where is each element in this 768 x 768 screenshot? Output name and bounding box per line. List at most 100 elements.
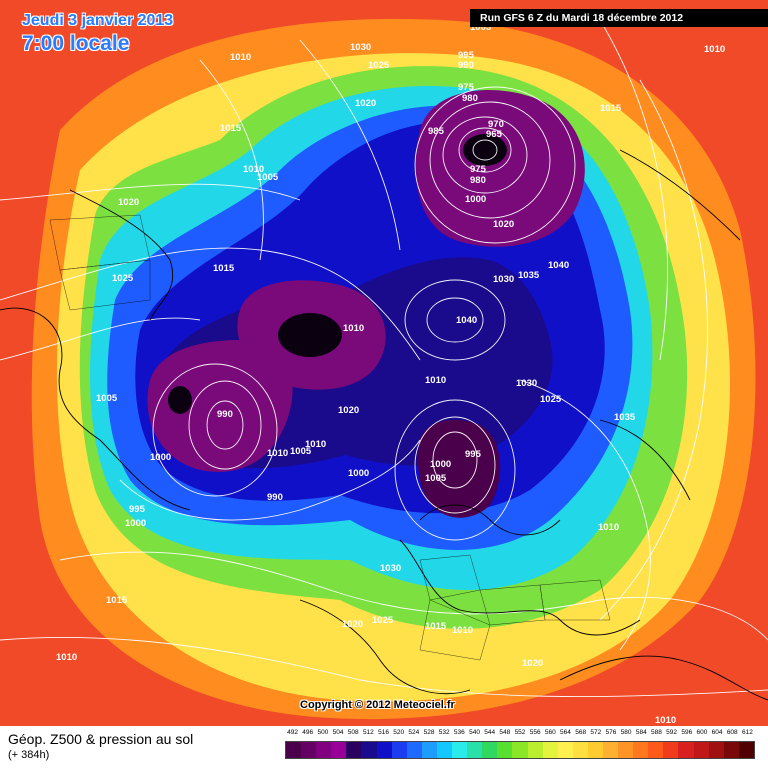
legend-value: 520 [393,729,405,736]
legend-value: 596 [681,729,693,736]
isobar-label: 1020 [338,405,359,416]
isobar-label: 1040 [456,315,477,326]
legend-swatch [633,742,649,758]
isobar-label: 1025 [368,60,390,71]
legend-swatch [678,742,694,758]
isobar-label: 1005 [257,172,279,183]
legend-swatch [346,742,362,758]
isobar-label: 1010 [56,652,77,663]
legend-swatch [708,742,724,758]
isobar-label: 1010 [598,522,619,533]
isobar-label: 1010 [243,164,264,175]
isobar-label: 1010 [655,715,676,726]
field-title: Géop. Z500 & pression au sol [8,731,194,747]
legend-swatch [406,742,422,758]
borders [49,214,611,661]
isobar-label: 1000 [465,194,486,205]
isobar-label: 1000 [150,452,171,463]
legend-value: 604 [711,729,723,736]
isobar-label: 995 [129,504,146,515]
isobar-label: 1005 [96,393,118,404]
legend-swatch [542,742,558,758]
footer-panel: Géop. Z500 & pression au sol (+ 384h) 49… [0,726,768,768]
isobar-label: 1005 [470,22,492,33]
z500-core-west [168,386,192,414]
legend-swatch [602,742,619,758]
legend-swatch [648,742,664,758]
legend-swatch [497,742,513,758]
legend-value: 532 [438,729,450,736]
isobar-label: 1020 [522,658,543,669]
isobar-label: 1015 [106,595,128,606]
isobar-label: 1010 [425,375,446,386]
isobar-label: 1005 [290,446,312,457]
color-scale-legend: 492 496 500 504 508 512 516 520 524 528 532 536 540 5… [285,729,755,765]
legend-swatch [391,742,407,758]
isobar-label: 1035 [614,412,636,423]
legend-value: 608 [726,729,738,736]
z500-low-purple-east [418,420,501,518]
legend-value: 552 [514,729,526,736]
isobar-label: 975 [470,164,487,175]
isobar-label: 990 [458,60,474,71]
legend-swatch [482,742,498,758]
isobar-label: 980 [470,175,486,186]
legend-swatch [738,742,754,758]
isobar-label: 1025 [112,273,134,284]
legend-value: 512 [362,729,374,736]
isobar-label: 1010 [267,448,288,459]
isobar-label: 1030 [516,378,537,389]
legend-value: 496 [302,729,314,736]
isobar-label: 975 [458,82,475,93]
model-run-label: Run GFS 6 Z du Mardi 18 décembre 2012 [470,9,768,27]
isobar-label: 1025 [372,615,394,626]
lead-time: (+ 384h) [8,749,50,761]
isobar-label: 980 [462,93,478,104]
isobar-label: 1000 [348,468,369,479]
legend-value: 572 [590,729,602,736]
isobar-label: 1030 [380,563,401,574]
legend-value: 576 [605,729,617,736]
isobar-label: 1010 [230,52,251,63]
legend-value: 524 [408,729,420,736]
isobar-label: 995 [458,50,475,61]
legend-swatch [693,742,709,758]
legend-swatch [663,742,679,758]
legend-swatch [557,742,573,758]
coastlines [0,149,768,701]
isobar-label: 1020 [118,197,139,208]
isobar-label: 1015 [220,123,242,134]
legend-value: 564 [560,729,571,736]
legend-swatch [316,742,332,758]
isobar-label: 1020 [342,619,363,630]
legend-swatch [436,742,453,758]
isobar-label: 1040 [548,260,569,271]
legend-value: 560 [544,729,556,736]
legend-swatch [421,742,437,758]
isobar-label: 1015 [213,263,235,274]
legend-value: 580 [620,729,632,736]
legend-value: 592 [666,729,678,736]
legend-swatch [723,742,739,758]
isobar-label: 1030 [493,274,514,285]
legend-value: 556 [529,729,541,736]
legend-swatch [376,742,392,758]
legend-swatch [286,742,302,758]
legend-value: 612 [741,729,753,736]
legend-value: 500 [317,729,329,736]
isobar-labels: 1005103099599010101025975980102098597096… [56,22,725,726]
legend-value: 568 [575,729,587,736]
legend-value: 516 [378,729,389,736]
isobar-label: 1010 [452,625,473,636]
isobar-label: 1010 [343,323,364,334]
legend-color-bar [285,741,755,759]
geopotential-map: 1005103099599010101025975980102098597096… [0,0,768,726]
legend-swatch [512,742,528,758]
legend-swatch [587,742,603,758]
z500-core-central [278,313,342,357]
legend-value: 540 [469,729,480,736]
isobar-label: 1030 [350,42,371,53]
copyright: Copyright © 2012 Meteociel.fr [300,699,455,711]
legend-swatch [572,742,588,758]
